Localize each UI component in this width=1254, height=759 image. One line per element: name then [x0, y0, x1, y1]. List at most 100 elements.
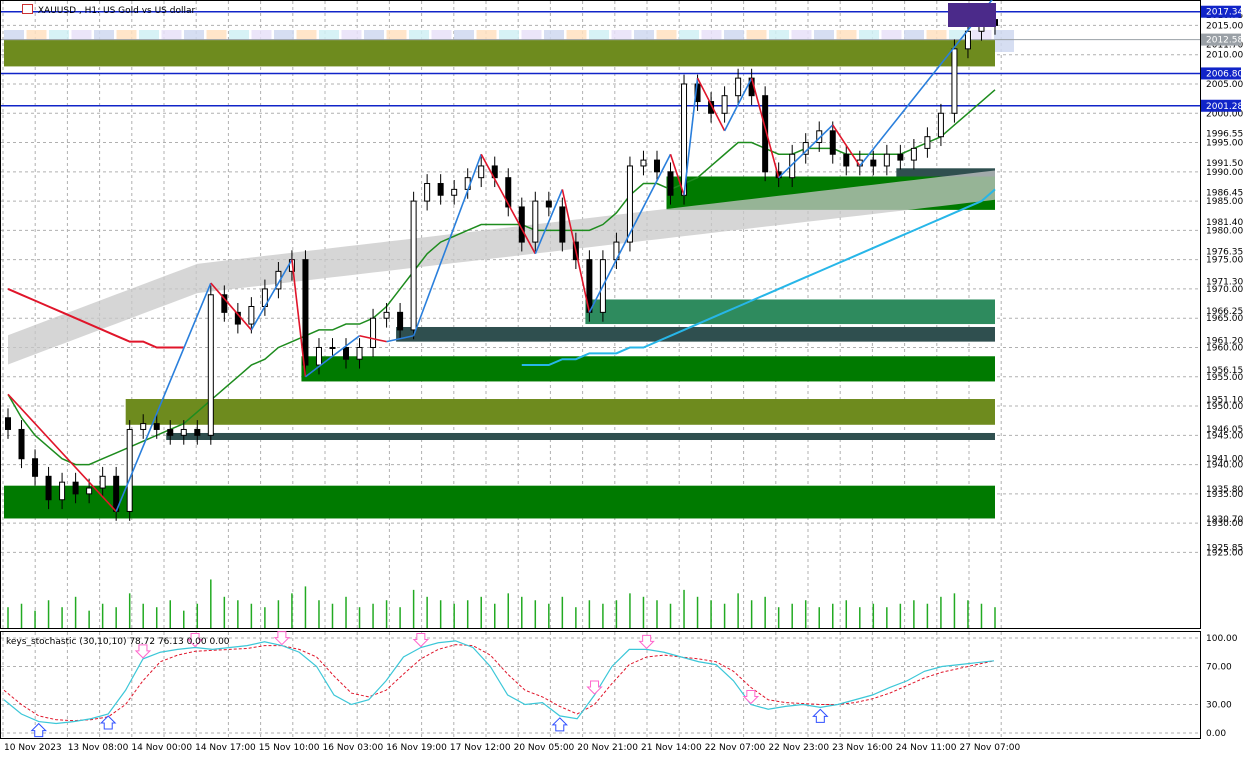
candle-body[interactable]: [194, 428, 201, 436]
candle-body[interactable]: [370, 317, 377, 348]
x-tick-label: 27 Nov 07:00: [960, 743, 1021, 753]
zigzag-down-leg: [696, 77, 726, 132]
candle-body[interactable]: [762, 95, 769, 173]
candle-body[interactable]: [397, 311, 404, 331]
candle-body[interactable]: [843, 153, 850, 167]
candle-body[interactable]: [221, 294, 228, 313]
y-minor-label: 1981.40: [1206, 218, 1243, 228]
stoch-down-arrow-icon: [273, 631, 291, 646]
ma-slow-line: [7, 288, 184, 349]
candle-body[interactable]: [315, 346, 322, 366]
main-plot-frame: [0, 0, 1201, 629]
zigzag-up-leg: [250, 259, 293, 331]
candle-body[interactable]: [910, 147, 917, 161]
y-tick-label: 1995.00: [1206, 139, 1243, 149]
x-tick-label: 24 Nov 11:00: [896, 743, 957, 753]
y-tick-label: 1960.00: [1206, 343, 1243, 353]
candle-body[interactable]: [478, 165, 485, 179]
candle-body[interactable]: [626, 165, 633, 243]
candle-body[interactable]: [302, 259, 309, 366]
y-minor-label: 1971.30: [1206, 277, 1243, 287]
stoch-down-arrow-icon: [638, 634, 655, 650]
candle-body[interactable]: [86, 487, 93, 495]
candle-body[interactable]: [356, 346, 363, 360]
candle-body[interactable]: [167, 428, 174, 436]
y-minor-label: 1925.85: [1206, 543, 1243, 553]
candle-body[interactable]: [505, 177, 512, 208]
y-minor-label: 2011.70: [1206, 41, 1243, 51]
candle-body[interactable]: [140, 423, 147, 430]
y-tick-label: 1980.00: [1206, 226, 1243, 236]
zigzag-up-leg: [534, 189, 564, 255]
candle-body[interactable]: [410, 200, 417, 331]
candle-body[interactable]: [207, 294, 214, 436]
candle-body[interactable]: [532, 200, 539, 243]
y-tick-label: 1950.00: [1206, 402, 1243, 412]
candle-body[interactable]: [667, 171, 674, 196]
y-tick-label: 2015.00: [1206, 21, 1243, 31]
candle-body[interactable]: [545, 200, 552, 208]
zigzag-up-leg: [304, 335, 361, 378]
stoch-up-arrow-icon: [812, 708, 829, 723]
candle-body[interactable]: [559, 206, 566, 243]
stoch-level-label: 70.00: [1206, 663, 1232, 673]
zigzag-up-leg: [588, 153, 672, 313]
candle-body[interactable]: [964, 30, 971, 50]
y-tick-label: 2010.00: [1206, 51, 1243, 61]
stoch-down-arrow-icon: [742, 690, 760, 705]
candle-body[interactable]: [59, 481, 66, 501]
candle-body[interactable]: [437, 183, 444, 196]
candle-body[interactable]: [924, 136, 931, 149]
candle-body[interactable]: [640, 159, 647, 167]
candle-body[interactable]: [829, 130, 836, 155]
y-tick-label: 2005.00: [1206, 80, 1243, 90]
candle-body[interactable]: [18, 428, 25, 460]
current-price-box: [948, 3, 996, 27]
candle-body[interactable]: [883, 153, 890, 167]
y-minor-label: 1996.55: [1206, 129, 1243, 139]
price-level-tag: [1201, 5, 1241, 18]
stoch-down-arrow-icon: [412, 633, 430, 648]
y-tick-label: 1985.00: [1206, 197, 1243, 207]
stoch-signal-line: [3, 644, 995, 722]
price-level-tag: [1201, 99, 1241, 112]
candle-body[interactable]: [653, 159, 660, 173]
x-tick-label: 16 Nov 19:00: [386, 743, 447, 753]
candle-body[interactable]: [343, 346, 350, 360]
candle-body[interactable]: [451, 188, 458, 196]
zigzag-up-leg: [115, 282, 212, 512]
zigzag-down-leg: [480, 153, 537, 255]
symbol-icon[interactable]: [22, 4, 33, 14]
candle-body[interactable]: [99, 475, 106, 489]
candle-body[interactable]: [951, 48, 958, 114]
candle-body[interactable]: [735, 77, 742, 97]
candle-body[interactable]: [937, 112, 944, 138]
candle-body[interactable]: [248, 305, 255, 325]
y-tick-label: 1975.00: [1206, 256, 1243, 266]
x-tick-label: 21 Nov 14:00: [641, 743, 702, 753]
candle-body[interactable]: [424, 183, 431, 202]
candle-body[interactable]: [45, 475, 52, 501]
stoch-up-arrow-icon: [100, 715, 117, 730]
candle-body[interactable]: [383, 311, 390, 319]
candle-body[interactable]: [126, 428, 133, 512]
candle-body[interactable]: [329, 346, 336, 349]
candle-body[interactable]: [897, 153, 904, 161]
candle-body[interactable]: [708, 101, 715, 114]
candle-body[interactable]: [32, 458, 39, 477]
candle-body[interactable]: [5, 417, 11, 430]
candle-body[interactable]: [153, 423, 160, 430]
candle-body[interactable]: [180, 428, 187, 436]
zigzag-up-leg: [723, 77, 753, 132]
price-level-label: 2001.28: [1206, 102, 1243, 112]
zone-teal: [585, 299, 995, 325]
candle-body[interactable]: [721, 95, 728, 114]
y-tick-label: 1930.00: [1206, 519, 1243, 529]
candle-body[interactable]: [72, 481, 79, 495]
x-tick-label: 14 Nov 00:00: [131, 743, 192, 753]
stoch-down-arrow-icon: [134, 644, 152, 659]
candle-body[interactable]: [870, 159, 877, 167]
y-minor-label: 1986.45: [1206, 189, 1243, 199]
